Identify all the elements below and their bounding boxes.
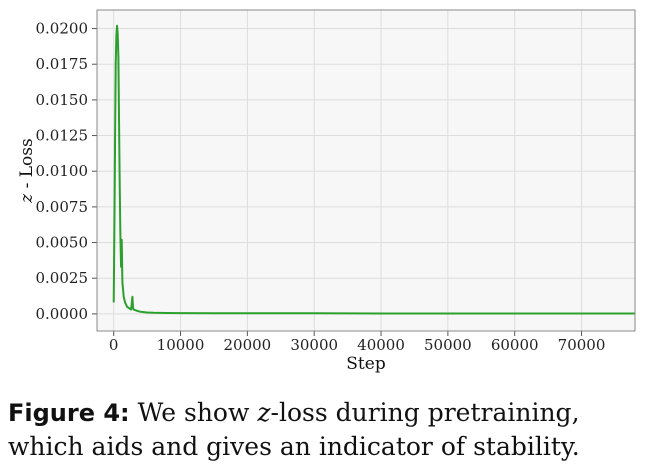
x-tick-label: 60000 — [491, 336, 539, 354]
y-axis-ticks: 0.0000 0.0025 0.0050 0.0075 0.0100 0.0125 0.01… — [36, 20, 97, 323]
series-line — [112, 24, 635, 315]
figure-label: Figure 4: — [8, 399, 130, 427]
caption-z-symbol: z — [257, 398, 271, 427]
caption-text-after: -loss during pretraining, which aids and… — [8, 398, 580, 461]
x-tick-label: 0 — [109, 336, 119, 354]
plot-area — [97, 10, 635, 331]
series-layer — [112, 24, 635, 315]
figure-caption: Figure 4: We show z-loss during pretrain… — [8, 396, 658, 463]
x-axis-title: Step — [346, 354, 386, 374]
caption-text-before: We show — [129, 398, 258, 427]
y-tick-label: 0.0125 — [36, 127, 89, 145]
y-tick-label: 0.0200 — [36, 20, 89, 38]
y-tick-label: 0.0100 — [36, 162, 89, 180]
grid-lines — [97, 10, 635, 331]
plot-frame — [96, 9, 636, 332]
y-tick-label: 0.0025 — [36, 269, 89, 287]
y-tick-label: 0.0150 — [36, 91, 89, 109]
x-axis-ticks: 0 10000 20000 30000 40000 50000 60000 70000 — [109, 331, 605, 354]
x-tick-label: 30000 — [290, 336, 338, 354]
y-axis-title: z - Loss — [17, 138, 37, 204]
y-tick-label: 0.0175 — [36, 55, 89, 73]
x-tick-label: 70000 — [558, 336, 606, 354]
y-tick-label: 0.0000 — [36, 305, 89, 323]
y-axis-title-rest: - Loss — [17, 138, 37, 194]
y-tick-label: 0.0075 — [36, 198, 89, 216]
x-tick-label: 50000 — [424, 336, 472, 354]
y-axis-title-symbol: z — [17, 193, 37, 204]
x-tick-label: 20000 — [224, 336, 272, 354]
y-tick-label: 0.0050 — [36, 234, 89, 252]
x-tick-label: 10000 — [157, 336, 205, 354]
x-tick-label: 40000 — [357, 336, 405, 354]
z-loss-chart: 0 10000 20000 30000 40000 50000 60000 70000 0.0… — [17, 9, 636, 374]
